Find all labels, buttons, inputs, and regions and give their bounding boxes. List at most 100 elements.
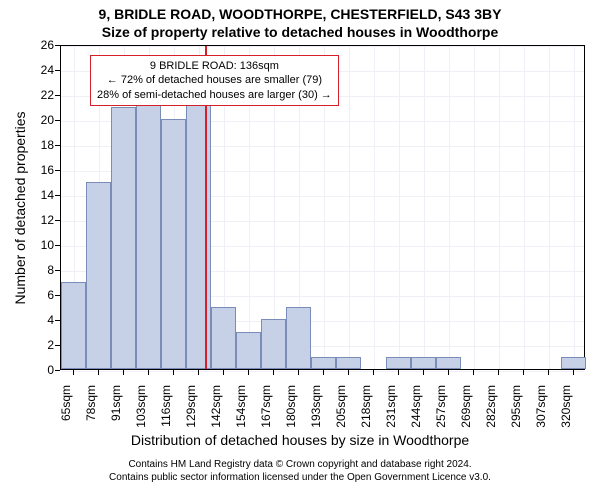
ytick-mark: [55, 195, 60, 196]
xtick-label: 257sqm: [434, 385, 448, 435]
ytick-label: 2: [30, 338, 54, 352]
histogram-bar: [86, 182, 111, 370]
ytick-label: 20: [30, 113, 54, 127]
xtick-label: 218sqm: [359, 385, 373, 435]
xtick-mark: [398, 370, 399, 375]
histogram-bar: [61, 282, 86, 370]
histogram-bar: [311, 357, 336, 370]
xtick-mark: [323, 370, 324, 375]
ytick-label: 16: [30, 163, 54, 177]
xtick-label: 295sqm: [509, 385, 523, 435]
ytick-label: 0: [30, 363, 54, 377]
ytick-mark: [55, 320, 60, 321]
histogram-bar: [236, 332, 261, 370]
gridline-v: [524, 46, 525, 369]
xtick-label: 282sqm: [484, 385, 498, 435]
ytick-mark: [55, 295, 60, 296]
chart-title-line1: 9, BRIDLE ROAD, WOODTHORPE, CHESTERFIELD…: [0, 6, 600, 22]
ytick-mark: [55, 345, 60, 346]
histogram-bar: [111, 107, 136, 370]
histogram-bar: [336, 357, 361, 370]
histogram-bar: [386, 357, 411, 370]
histogram-bar: [261, 319, 286, 369]
histogram-bar: [561, 357, 586, 370]
xtick-mark: [198, 370, 199, 375]
gridline-v: [424, 46, 425, 369]
footer-line1: Contains HM Land Registry data © Crown c…: [0, 458, 600, 471]
ytick-label: 12: [30, 213, 54, 227]
xtick-mark: [248, 370, 249, 375]
annotation-line3: 28% of semi-detached houses are larger (…: [97, 88, 332, 102]
xtick-label: 193sqm: [309, 385, 323, 435]
histogram-bar: [161, 119, 186, 369]
ytick-mark: [55, 370, 60, 371]
chart-container: 9, BRIDLE ROAD, WOODTHORPE, CHESTERFIELD…: [0, 0, 600, 500]
xtick-mark: [123, 370, 124, 375]
xtick-mark: [448, 370, 449, 375]
ytick-mark: [55, 45, 60, 46]
xtick-label: 180sqm: [284, 385, 298, 435]
annotation-box: 9 BRIDLE ROAD: 136sqm← 72% of detached h…: [90, 55, 339, 106]
ytick-label: 6: [30, 288, 54, 302]
y-axis-label: Number of detached properties: [12, 108, 28, 308]
xtick-mark: [498, 370, 499, 375]
annotation-line1: 9 BRIDLE ROAD: 136sqm: [97, 59, 332, 73]
gridline-v: [399, 46, 400, 369]
xtick-mark: [473, 370, 474, 375]
ytick-label: 4: [30, 313, 54, 327]
xtick-label: 269sqm: [459, 385, 473, 435]
ytick-mark: [55, 220, 60, 221]
gridline-h: [61, 46, 584, 47]
gridline-v: [474, 46, 475, 369]
xtick-label: 129sqm: [184, 385, 198, 435]
chart-title-line2: Size of property relative to detached ho…: [0, 24, 600, 40]
histogram-bar: [136, 94, 161, 369]
ytick-mark: [55, 70, 60, 71]
histogram-bar: [211, 307, 236, 370]
xtick-label: 307sqm: [534, 385, 548, 435]
footer-attribution: Contains HM Land Registry data © Crown c…: [0, 458, 600, 484]
histogram-bar: [411, 357, 436, 370]
ytick-label: 14: [30, 188, 54, 202]
gridline-v: [374, 46, 375, 369]
histogram-bar: [286, 307, 311, 370]
annotation-line2: ← 72% of detached houses are smaller (79…: [97, 73, 332, 87]
xtick-mark: [173, 370, 174, 375]
ytick-label: 18: [30, 138, 54, 152]
gridline-v: [449, 46, 450, 369]
ytick-mark: [55, 145, 60, 146]
footer-line2: Contains public sector information licen…: [0, 471, 600, 484]
ytick-mark: [55, 245, 60, 246]
xtick-mark: [148, 370, 149, 375]
gridline-v: [549, 46, 550, 369]
histogram-bar: [436, 357, 461, 370]
ytick-mark: [55, 120, 60, 121]
gridline-v: [499, 46, 500, 369]
xtick-label: 142sqm: [209, 385, 223, 435]
xtick-label: 244sqm: [409, 385, 423, 435]
ytick-mark: [55, 270, 60, 271]
xtick-mark: [223, 370, 224, 375]
xtick-mark: [273, 370, 274, 375]
ytick-label: 22: [30, 88, 54, 102]
gridline-v: [574, 46, 575, 369]
xtick-label: 91sqm: [109, 385, 123, 435]
ytick-mark: [55, 170, 60, 171]
xtick-mark: [348, 370, 349, 375]
xtick-mark: [98, 370, 99, 375]
gridline-v: [349, 46, 350, 369]
xtick-label: 231sqm: [384, 385, 398, 435]
xtick-mark: [373, 370, 374, 375]
ytick-label: 8: [30, 263, 54, 277]
xtick-label: 78sqm: [84, 385, 98, 435]
ytick-label: 24: [30, 63, 54, 77]
xtick-mark: [298, 370, 299, 375]
xtick-mark: [573, 370, 574, 375]
ytick-mark: [55, 95, 60, 96]
ytick-label: 10: [30, 238, 54, 252]
xtick-label: 116sqm: [159, 385, 173, 435]
xtick-label: 65sqm: [59, 385, 73, 435]
xtick-mark: [423, 370, 424, 375]
xtick-label: 320sqm: [559, 385, 573, 435]
ytick-label: 26: [30, 38, 54, 52]
